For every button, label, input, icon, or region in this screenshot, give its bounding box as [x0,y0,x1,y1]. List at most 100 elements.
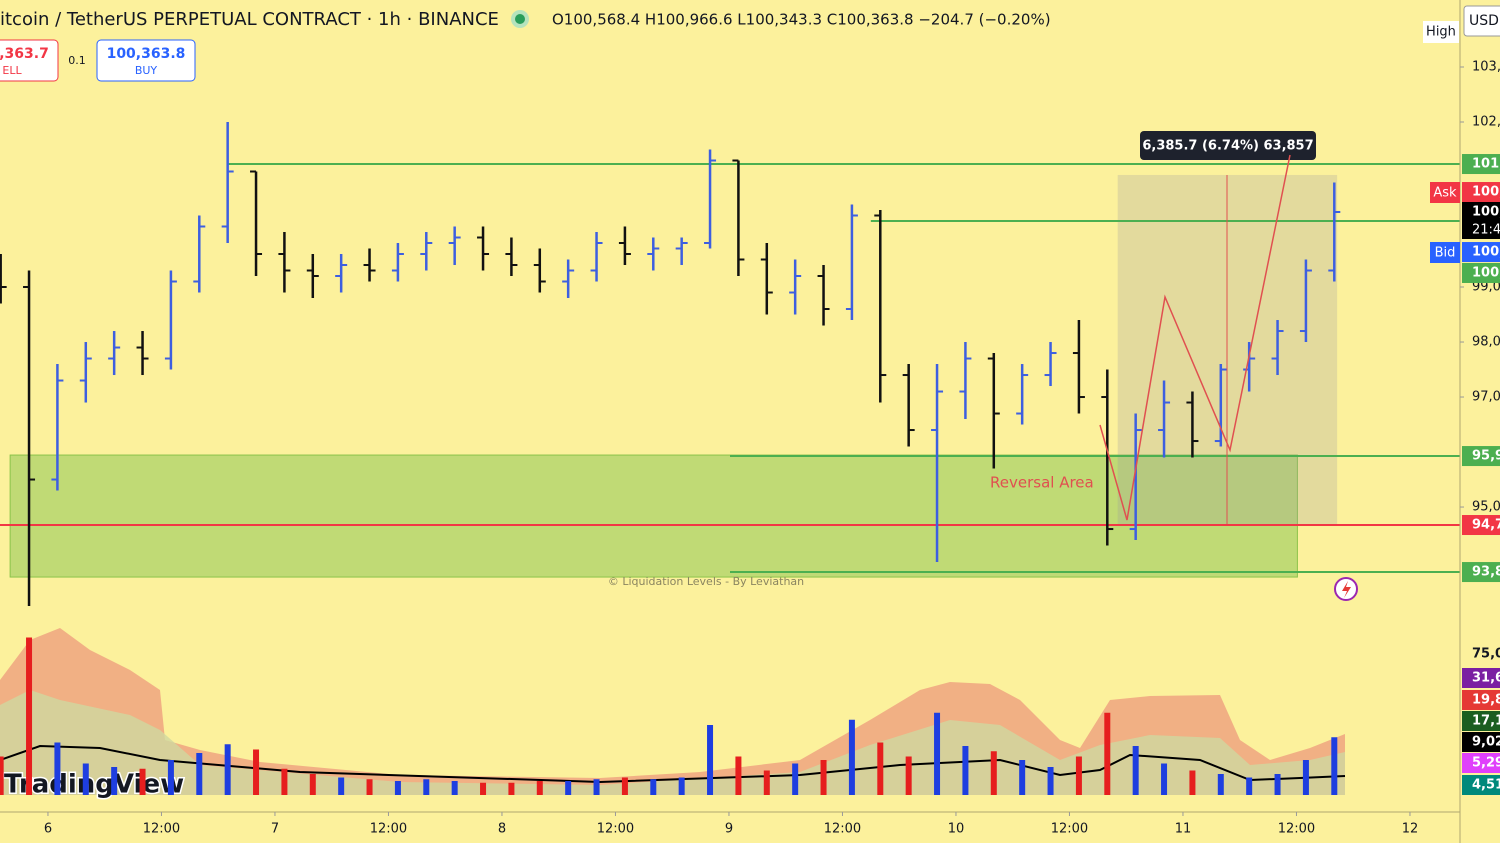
bid-label: Bid [1435,246,1456,261]
volume-badge [1462,711,1500,731]
x-tick-label: 12:00 [824,822,861,837]
price-badge [1462,446,1500,467]
x-tick-label: 12:00 [370,822,407,837]
volume-bar [480,782,487,795]
price-badge [1462,154,1500,175]
price-badge [1462,201,1500,222]
zone-label: Reversal Area [990,474,1094,492]
buy-label[interactable]: BUY [135,64,158,77]
alert-bolt[interactable] [1342,581,1351,598]
price-badge-label: 100, [1472,204,1500,219]
volume-bar [423,779,430,795]
price-badge-label: 100, [1472,245,1500,260]
currency-badge[interactable] [1463,5,1500,37]
sell-button[interactable] [0,39,59,82]
volume-badge-label: 9,02 [1472,735,1500,750]
volume-bar [54,742,61,795]
x-tick-label: 12 [1402,822,1419,837]
volume-bar [820,760,827,795]
price-badge-label: 100, [1472,265,1500,280]
volume-bar [224,744,231,795]
price-badge-label: 94,7 [1472,518,1500,533]
x-tick-label: 12:00 [1051,822,1088,837]
price-badge [1462,515,1500,536]
price-layer: Reversal Area 6,385.7 (6.74%) 63,857 © Liq… [0,122,1460,607]
volume-badge [1462,732,1500,752]
volume-bar [0,756,4,795]
volume-bar [451,781,458,795]
y-tick-label: 102, [1472,115,1500,130]
volume-bar [309,774,316,795]
volume-badge [1462,668,1500,688]
y-tick-label: 99,0 [1472,280,1500,295]
volume-bar [139,768,146,795]
volume-bar [650,779,657,795]
sell-label[interactable]: ELL [2,64,22,77]
watermark: © Liquidation Levels - By Leviathan [608,575,804,588]
volume-bar [338,777,345,795]
ask-label: Ask [1433,186,1457,201]
y-tick-label: 97,0 [1472,390,1500,405]
volume-bar [763,770,770,795]
volume-bar [26,637,33,795]
sell-price[interactable]: ,363.7 [0,46,49,62]
volume-bar [1075,756,1082,795]
order-size[interactable]: 0.1 [68,54,86,67]
currency-label[interactable]: USD [1469,13,1499,29]
x-tick-label: 12:00 [143,822,180,837]
volume-band-inner [0,690,1345,795]
high-badge[interactable] [1423,21,1459,43]
volume-bar [1274,774,1281,795]
volume-bar [1161,763,1168,795]
price-badge [1462,182,1500,203]
price-badge [1462,262,1500,283]
volume-badge [1462,690,1500,710]
header-title: itcoin / TetherUS PERPETUAL CONTRACT · 1… [0,9,499,30]
buy-button[interactable] [96,39,196,82]
price-badge-label: 93,8 [1472,565,1500,580]
volume-bar [508,782,515,795]
volume-bar [1246,777,1253,795]
volume-bar [1331,737,1338,795]
volume-bar [735,756,742,795]
volume-bar [848,719,855,795]
volume-bar [1302,760,1309,795]
volume-bar [111,767,118,795]
volume-bar [1189,770,1196,795]
price-badge-label: 100, [1472,185,1500,200]
x-tick-label: 12:00 [597,822,634,837]
measure-label: 6,385.7 (6.74%) 63,857 [1142,139,1313,154]
volume-bar [593,779,600,795]
y-tick-label: 98,0 [1472,335,1500,350]
volume-bar [1019,760,1026,795]
price-badge-label: 95,9 [1472,449,1500,464]
measure-label-box [1140,131,1316,160]
volume-bar [990,751,997,795]
buy-price[interactable]: 100,363.8 [107,46,186,62]
header-ohlc: O100,568.4 H100,966.6 L100,343.3 C100,36… [552,11,1051,29]
volume-bar [934,712,941,795]
countdown-badge [1462,221,1500,239]
branding: TradingView [4,770,184,800]
volume-bar [678,777,685,795]
volume-bar [281,768,288,795]
volume-bar [82,763,89,795]
bid-badge [1430,242,1460,263]
volume-bar [1047,767,1054,795]
volume-bar [1104,712,1111,795]
price-badge [1462,242,1500,263]
x-tick-label: 11 [1175,822,1192,837]
price-badge [1462,562,1500,583]
volume-bar [253,749,260,795]
x-tick-label: 8 [498,822,506,837]
high-label[interactable]: High [1426,25,1456,40]
volume-bar [962,746,969,795]
volume-bar [792,763,799,795]
volume-bar [565,781,572,795]
reversal-zone [9,454,1298,578]
volume-badge-label: 4,51 [1472,778,1500,793]
y-tick-label: 95,0 [1472,500,1500,515]
volume-bar [167,760,174,795]
